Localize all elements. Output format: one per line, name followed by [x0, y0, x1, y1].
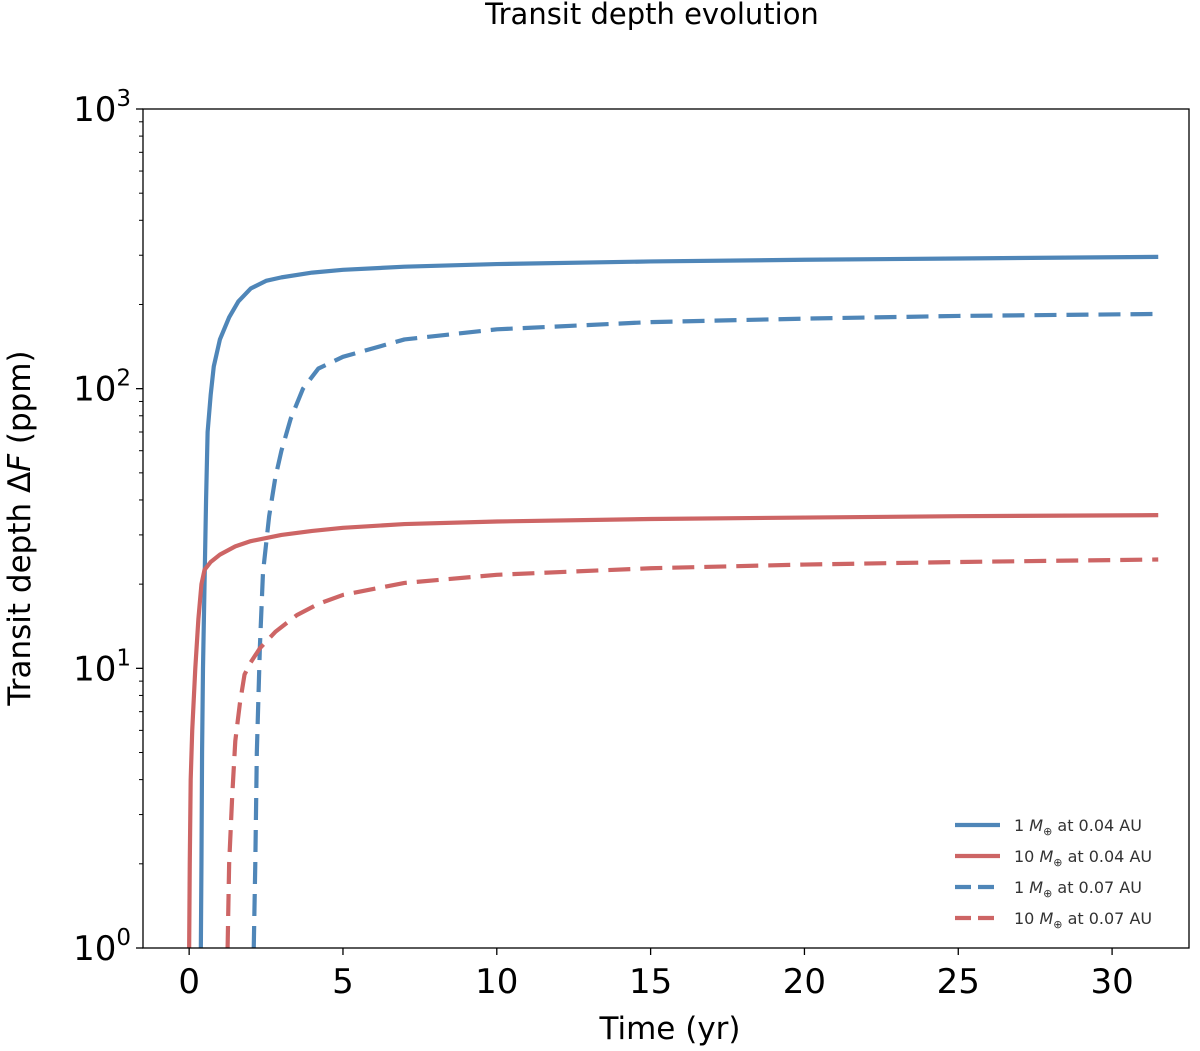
y-axis-label-prefix: Transit depth Δ: [2, 472, 38, 707]
legend-label-suffix: at 0.07 AU: [1062, 909, 1152, 928]
y-tick-label: 100: [73, 925, 131, 969]
series-lines: [187, 254, 1159, 949]
x-tick-label: 25: [937, 962, 980, 1002]
series-line-s2: [187, 513, 1159, 949]
legend-label-subscript: ⊕: [1043, 887, 1052, 900]
y-axis-label: Transit depth ΔF (ppm): [2, 350, 38, 706]
legend-label-suffix: at 0.04 AU: [1062, 847, 1152, 866]
legend-label-prefix: 10: [1014, 847, 1039, 866]
legend-label-symbol: M: [1039, 909, 1053, 928]
x-tick-label: 5: [332, 962, 354, 1002]
series-line-s4: [225, 557, 1159, 949]
y-tick-exponent: 2: [116, 366, 131, 392]
y-tick-base: 10: [73, 90, 116, 130]
x-tick-label: 0: [178, 962, 200, 1002]
legend-label-subscript: ⊕: [1053, 918, 1062, 931]
y-tick-label: 103: [73, 86, 131, 130]
legend-label-subscript: ⊕: [1043, 825, 1052, 838]
axis-ticks: [136, 108, 1113, 955]
legend-label-suffix: at 0.07 AU: [1052, 878, 1142, 897]
series-line-s1: [198, 254, 1159, 949]
legend-label-symbol: M: [1039, 847, 1053, 866]
plot-frame: [142, 108, 1190, 949]
legend-label-prefix: 10: [1014, 909, 1039, 928]
y-tick-base: 10: [73, 929, 116, 969]
y-tick-base: 10: [73, 649, 116, 689]
legend-label-s1: 1 M⊕ at 0.04 AU: [1014, 816, 1142, 838]
y-tick-exponent: 0: [116, 925, 131, 951]
legend-label-symbol: M: [1029, 878, 1043, 897]
chart-title: Transit depth evolution: [484, 0, 819, 31]
x-tick-labels: 0 5 10 15 20 25 30: [178, 962, 1133, 1002]
legend-label-s4: 10 M⊕ at 0.07 AU: [1014, 909, 1152, 931]
legend-label-s3: 1 M⊕ at 0.07 AU: [1014, 878, 1142, 900]
y-axis-label-suffix: (ppm): [2, 350, 38, 454]
x-tick-label: 10: [475, 962, 518, 1002]
x-tick-label: 20: [783, 962, 826, 1002]
y-tick-label: 101: [73, 645, 131, 689]
legend-label-suffix: at 0.04 AU: [1052, 816, 1142, 835]
legend-label-prefix: 1: [1014, 816, 1029, 835]
legend-label-symbol: M: [1029, 816, 1043, 835]
legend-label-subscript: ⊕: [1053, 856, 1062, 869]
y-tick-exponent: 3: [116, 86, 131, 112]
y-axis-label-variable: F: [2, 453, 38, 472]
y-tick-exponent: 1: [116, 645, 131, 671]
x-axis-label: Time (yr): [599, 1011, 741, 1047]
y-tick-label: 102: [73, 366, 131, 410]
series-line-s3: [251, 311, 1159, 949]
legend-label-s2: 10 M⊕ at 0.04 AU: [1014, 847, 1152, 869]
x-tick-label: 30: [1090, 962, 1133, 1002]
x-tick-label: 15: [629, 962, 672, 1002]
y-tick-base: 10: [73, 370, 116, 410]
legend-label-prefix: 1: [1014, 878, 1029, 897]
